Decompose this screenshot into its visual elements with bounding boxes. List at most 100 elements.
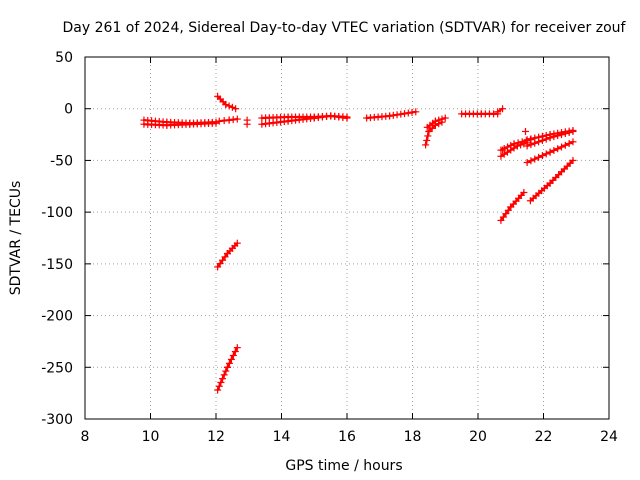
plus-marker	[538, 152, 546, 160]
x-tick-label: 14	[273, 429, 291, 445]
plus-marker	[494, 108, 502, 116]
y-axis-label: SDTVAR / TECUs	[8, 181, 24, 296]
plus-marker	[514, 139, 522, 147]
plus-marker	[535, 133, 543, 141]
plus-marker	[499, 146, 507, 154]
plus-marker	[561, 141, 569, 149]
data-trace	[494, 105, 507, 116]
plus-marker	[569, 138, 577, 146]
plus-marker	[500, 145, 508, 153]
y-tick-label: -50	[50, 153, 73, 169]
plus-marker	[507, 141, 515, 149]
data-trace	[258, 112, 351, 128]
plus-marker	[233, 239, 241, 247]
data-trace	[523, 126, 577, 144]
plus-marker	[441, 114, 449, 122]
plus-marker	[531, 155, 539, 163]
plus-marker	[542, 150, 550, 158]
plus-marker	[527, 157, 535, 165]
data-trace	[258, 112, 351, 122]
data-trace	[523, 138, 577, 166]
plus-marker	[343, 113, 351, 121]
plus-marker	[503, 143, 511, 151]
plus-marker	[542, 131, 550, 139]
y-tick-label: -100	[41, 205, 73, 221]
plus-marker	[231, 348, 239, 356]
plus-marker	[424, 132, 432, 140]
data-trace	[214, 92, 240, 113]
x-tick-label: 8	[81, 429, 90, 445]
x-axis-label: GPS time / hours	[285, 458, 402, 474]
plus-marker	[215, 382, 223, 390]
plus-marker	[422, 141, 430, 149]
x-tick-label: 10	[142, 429, 160, 445]
plus-marker	[219, 375, 227, 383]
data-trace	[215, 115, 241, 125]
data-trace	[497, 136, 534, 154]
plus-marker	[550, 146, 558, 154]
y-tick-label: 50	[55, 50, 73, 66]
plus-marker	[565, 127, 573, 135]
plus-marker	[554, 129, 562, 137]
plus-marker	[531, 134, 539, 142]
grid	[85, 57, 609, 419]
plus-marker	[535, 153, 543, 161]
x-tick-label: 16	[338, 429, 356, 445]
plus-marker	[558, 129, 566, 137]
y-tick-label: -250	[41, 360, 73, 376]
plus-marker	[217, 378, 225, 386]
data-trace	[422, 118, 446, 149]
plus-marker	[425, 127, 433, 135]
plus-marker	[222, 101, 230, 109]
plus-marker	[233, 115, 241, 123]
plus-marker	[558, 143, 566, 151]
y-tick-label: 0	[64, 102, 73, 118]
plus-marker	[518, 138, 526, 146]
plus-marker	[435, 116, 443, 124]
chart-title: Day 261 of 2024, Sidereal Day-to-day VTE…	[63, 20, 627, 36]
plus-marker	[220, 371, 228, 379]
data-trace	[423, 114, 449, 131]
plus-marker	[527, 135, 535, 143]
plus-marker	[523, 136, 531, 144]
plus-marker	[233, 344, 241, 352]
x-tick-label: 24	[600, 429, 618, 445]
x-tick-label: 12	[207, 429, 225, 445]
plus-marker	[561, 128, 569, 136]
plus-marker	[412, 108, 420, 116]
plus-marker	[228, 103, 236, 111]
plus-marker	[214, 386, 222, 394]
data-trace	[458, 110, 502, 118]
plus-marker	[438, 115, 446, 123]
y-tick-label: -200	[41, 309, 73, 325]
plus-marker	[523, 142, 531, 150]
data-series	[140, 92, 577, 394]
plus-marker	[546, 148, 554, 156]
plus-marker	[554, 145, 562, 153]
plus-marker	[499, 105, 507, 113]
plus-marker	[523, 158, 531, 166]
plus-marker	[565, 140, 573, 148]
plus-marker	[229, 351, 237, 359]
plus-marker	[569, 126, 577, 134]
plus-marker	[522, 137, 530, 145]
data-trace	[363, 108, 420, 122]
plus-marker	[212, 118, 220, 126]
plus-marker	[510, 140, 518, 148]
plus-marker	[225, 102, 233, 110]
x-tick-label: 18	[404, 429, 422, 445]
plus-marker	[243, 120, 251, 128]
plus-marker	[569, 156, 577, 164]
data-trace	[214, 344, 241, 394]
plus-marker	[232, 105, 240, 113]
plus-marker	[222, 367, 230, 375]
plus-marker	[225, 359, 233, 367]
plus-marker	[546, 131, 554, 139]
plus-marker	[423, 136, 431, 144]
plus-marker	[227, 355, 235, 363]
data-trace	[497, 188, 528, 224]
data-trace	[140, 116, 220, 127]
x-tick-label: 20	[469, 429, 487, 445]
x-tick-label: 22	[535, 429, 553, 445]
